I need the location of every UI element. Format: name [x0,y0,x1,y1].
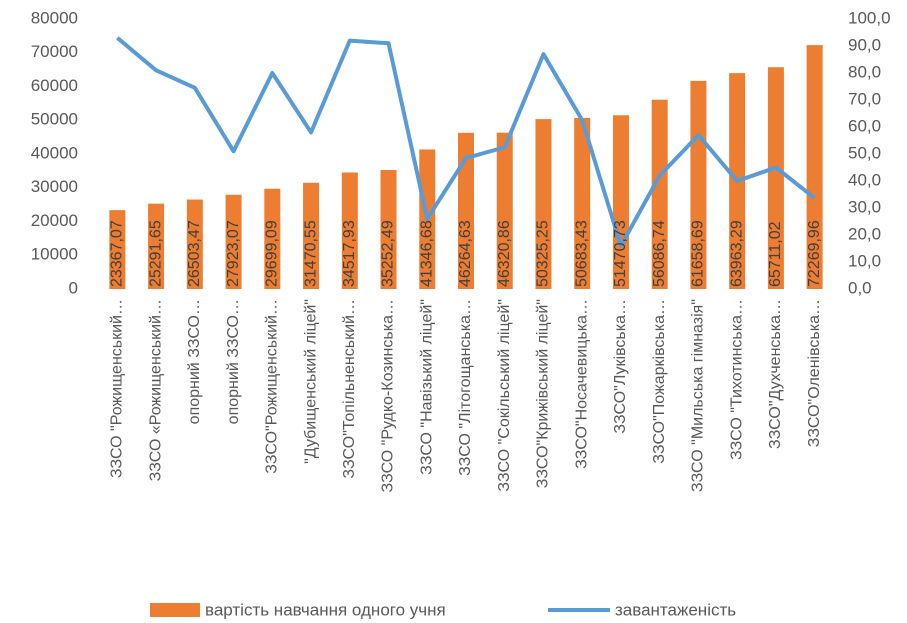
data-label: 50325,25 [535,220,552,287]
y2-tick-label: 60,0 [848,116,881,135]
data-label: 50683,43 [573,220,590,287]
x-tick-label: ЗЗСО "Літогощанська… [457,299,474,476]
y-tick-label: 80000 [31,8,78,27]
bar [690,80,707,290]
x-tick-label: ЗЗСО"Рожищенський… [264,299,281,474]
x-tick-label: ЗЗСО "Тихотинська… [728,299,745,460]
x-tick-label: ЗЗСО"Топільненський… [341,299,358,479]
data-label: 23367,07 [109,220,126,287]
legend-swatch [150,603,200,617]
x-tick-label: "Дубищенський ліцей" [302,299,319,464]
data-label: 63963,29 [728,220,745,287]
x-tick-label: опорний ЗЗСО… [186,299,203,424]
bar [186,199,203,289]
bar [264,188,281,289]
y-tick-label: 50000 [31,110,78,129]
y-tick-label: 20000 [31,211,78,230]
x-tick-label: ЗЗСО"Оленівська… [806,299,823,447]
y-tick-label: 70000 [31,42,78,61]
data-label: 51470,73 [612,220,629,287]
bar [380,170,397,289]
data-label: 61658,69 [690,220,707,287]
bar [341,172,358,289]
y2-tick-label: 90,0 [848,35,881,54]
data-label: 34517,93 [341,220,358,287]
x-tick-label: ЗЗСО «Рожищенський… [147,299,164,481]
bar [496,132,513,289]
data-label: 56086,74 [651,220,668,287]
y2-tick-label: 70,0 [848,89,881,108]
y2-tick-label: 50,0 [848,143,881,162]
data-label: 46264,63 [457,220,474,287]
line [116,36,816,248]
data-label: 72269,96 [806,220,823,287]
y2-tick-label: 30,0 [848,197,881,216]
y2-tick-label: 0,0 [848,278,872,297]
bar [574,117,591,289]
y2-tick-label: 100,0 [848,8,891,27]
data-label: 25291,65 [147,220,164,287]
data-label: 26503,47 [186,220,203,287]
bar [148,203,165,289]
bar [767,67,784,289]
data-label: 29699,09 [264,220,281,287]
x-tick-label: ЗЗСО "Навізький ліцей" [418,299,435,475]
x-tick-label: ЗЗСО "Рожищенський… [109,299,126,478]
x-tick-label: опорний ЗЗСО… [225,299,242,424]
y2-tick-label: 10,0 [848,251,881,270]
y-tick-label: 60000 [31,76,78,95]
data-label: 65711,02 [767,221,784,287]
y2-tick-label: 20,0 [848,224,881,243]
x-tick-label: ЗЗСО"Крижівський ліцей" [535,299,552,488]
bar [651,99,668,290]
bar [458,132,474,289]
bar [612,115,629,289]
y2-tick-label: 80,0 [848,62,881,81]
y-tick-label: 30000 [31,177,78,196]
y-tick-label: 10000 [31,245,78,264]
x-tick-label: ЗЗСО"Луківська… [612,299,629,434]
x-tick-label: ЗЗСО "Рудко-Козинська… [380,299,397,493]
x-tick-label: ЗЗСО "Сокільський ліцей" [496,299,513,492]
x-tick-label: ЗЗСО"Носачевицька… [573,299,590,469]
bar [806,45,823,290]
bar [535,119,552,289]
data-label: 27923,07 [225,220,242,287]
x-tick-label: ЗЗСО"Пожарківська… [651,299,668,464]
data-label: 35252,49 [380,220,397,287]
legend-label: вартість навчання одного учня [205,600,446,619]
legend-label: завантаженість [615,600,736,619]
y-tick-label: 40000 [31,143,78,162]
bar [109,210,126,289]
bar [225,194,242,289]
y2-tick-label: 40,0 [848,170,881,189]
bar [303,182,320,289]
x-tick-label: ЗЗСО "Мильська гімназія" [690,299,707,492]
y-tick-label: 0 [69,278,78,297]
data-label: 31470,55 [302,220,319,287]
x-tick-label: ЗЗСО"Духченська… [767,299,784,449]
data-label: 41346,68 [418,220,435,287]
data-label: 46320,86 [496,220,513,287]
